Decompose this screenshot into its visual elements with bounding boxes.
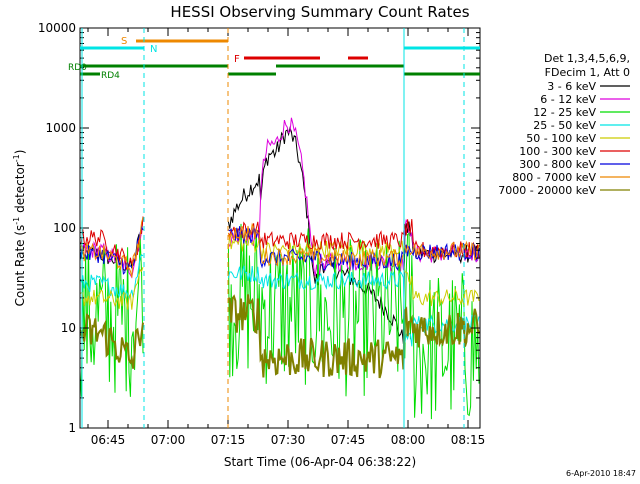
x-tick-label: 07:15 (211, 433, 246, 447)
chart-title: HESSI Observing Summary Count Rates (170, 3, 469, 21)
legend-entry-label: 50 - 100 keV (526, 132, 596, 145)
legend-entry-label: 3 - 6 keV (547, 80, 596, 93)
x-tick-label: 07:00 (151, 433, 186, 447)
y-tick-label: 100 (53, 221, 76, 235)
legend-header: Det 1,3,4,5,6,9, (544, 52, 630, 65)
legend-entry-label: 6 - 12 keV (540, 93, 596, 106)
legend-entry-label: 800 - 7000 keV (512, 171, 596, 184)
y-tick-label: 1 (68, 421, 76, 435)
y-tick-label: 1000 (45, 121, 76, 135)
rd4-flag-label: RD4 (101, 71, 120, 81)
series-line (80, 294, 480, 379)
series-line (80, 217, 480, 278)
y-tick-label: 10000 (38, 21, 76, 35)
rd0-flag-label: RD0 (68, 63, 87, 73)
y-axis-label: Count Rate (s-1 detector-1) (12, 150, 27, 307)
saa-flag-label: S (121, 36, 127, 47)
x-tick-label: 06:45 (91, 433, 126, 447)
night-flag-label: N (150, 44, 157, 55)
y-tick-label: 10 (61, 321, 76, 335)
legend-entry-label: 100 - 300 keV (519, 145, 596, 158)
footer-date: 6-Apr-2010 18:47 (566, 469, 636, 478)
x-tick-label: 08:15 (451, 433, 486, 447)
flare-flag-label: F (234, 54, 240, 65)
legend-entry-label: 25 - 50 keV (533, 119, 596, 132)
x-tick-label: 08:00 (391, 433, 426, 447)
x-tick-label: 07:45 (331, 433, 366, 447)
legend-entry-label: 12 - 25 keV (533, 106, 596, 119)
legend-entry-label: 300 - 800 keV (519, 158, 596, 171)
x-axis-label: Start Time (06-Apr-04 06:38:22) (224, 455, 416, 469)
plot-layer (80, 117, 480, 420)
legend-entry-label: 7000 - 20000 keV (498, 184, 596, 197)
x-tick-label: 07:30 (271, 433, 306, 447)
legend-header: FDecim 1, Att 0 (545, 66, 630, 79)
